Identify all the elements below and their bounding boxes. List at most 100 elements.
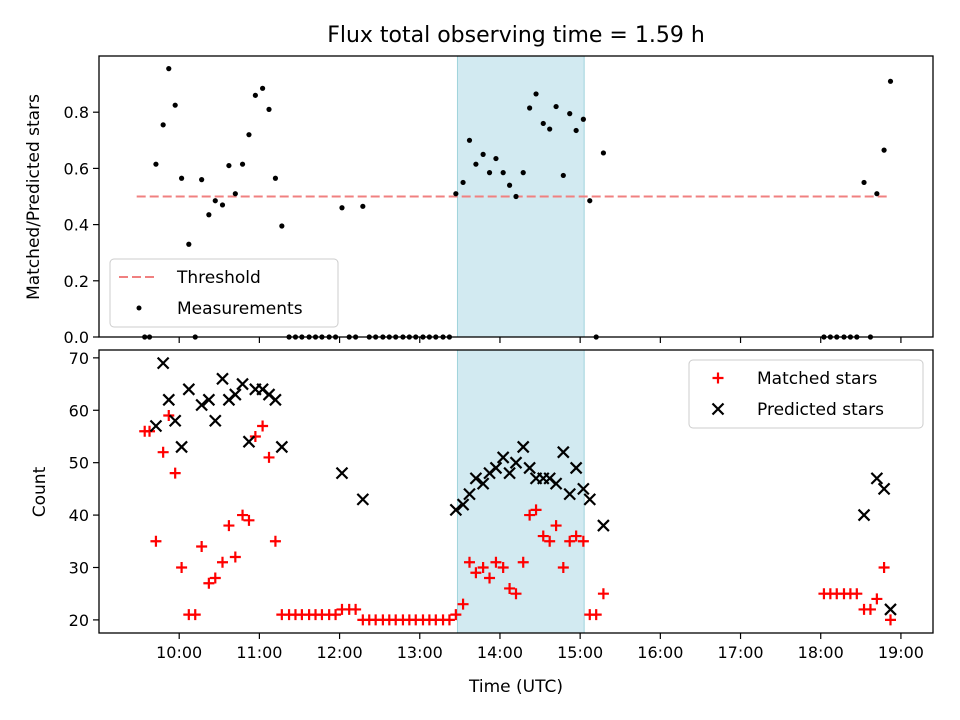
x-axis-label: Time (UTC)	[468, 677, 563, 697]
x-tick-label: 17:00	[717, 643, 763, 662]
predicted-star-point	[209, 414, 222, 428]
measurement-point	[206, 212, 212, 218]
measurement-point	[178, 175, 185, 181]
predicted-star-point	[577, 482, 590, 496]
predicted-star-point	[236, 377, 249, 391]
measurement-point	[573, 127, 579, 134]
predicted-star-point	[356, 493, 370, 506]
measurement-point	[520, 170, 526, 176]
x-tick-label: 12:00	[317, 643, 363, 662]
predicted-stars-series	[149, 356, 897, 616]
legend-matched-label: Matched stars	[757, 369, 877, 389]
legend-measurements-label: Measurements	[177, 299, 303, 319]
predicted-star-point	[149, 419, 163, 433]
predicted-star-point	[583, 493, 597, 506]
measurement-point	[533, 91, 539, 97]
matched-star-point	[530, 504, 542, 516]
x-tick-label: 13:00	[397, 643, 443, 662]
measurement-point	[547, 126, 553, 132]
matched-star-point	[590, 609, 602, 621]
x-tick-label: 18:00	[798, 643, 844, 662]
legend-measurements-swatch	[136, 305, 142, 311]
measurement-point	[587, 198, 593, 204]
matched-star-point	[550, 520, 562, 532]
chart-title: Flux total observing time = 1.59 h	[327, 23, 705, 48]
measurement-point	[186, 241, 192, 247]
measurement-point	[266, 106, 272, 112]
bottom-y-tick-label: 60	[69, 401, 89, 420]
legend-predicted-swatch	[711, 402, 725, 416]
measurement-point	[500, 170, 506, 176]
top-legend: Threshold Measurements	[109, 258, 339, 328]
bottom-y-tick-label: 50	[69, 454, 89, 473]
matched-star-point	[564, 535, 576, 547]
matched-star-point	[864, 603, 876, 615]
matched-star-point	[169, 467, 181, 479]
matched-star-point	[524, 509, 536, 521]
matched-star-point	[189, 609, 201, 621]
measurement-point	[272, 175, 279, 181]
measurement-point	[553, 103, 559, 110]
measurement-point	[172, 102, 178, 108]
matched-star-point	[570, 530, 582, 542]
bottom-x-ticks: 10:00 11:00 12:00 13:00 14:00 15:00 16:00 17:00…	[156, 633, 924, 662]
measurement-point	[874, 191, 880, 197]
matched-star-point	[150, 535, 162, 547]
matched-star-point	[504, 582, 516, 594]
measurement-point	[540, 120, 546, 127]
bottom-y-ticks: 20 30 40 50 60 70	[69, 349, 99, 630]
matched-star-point	[450, 609, 462, 621]
predicted-star-point	[496, 451, 510, 464]
measurement-point	[480, 151, 486, 157]
predicted-star-point	[516, 440, 530, 454]
measurement-point	[466, 137, 473, 143]
predicted-star-point	[503, 466, 516, 480]
matched-star-point	[269, 535, 281, 547]
top-y-tick-label: 0.0	[64, 328, 89, 347]
x-tick-label: 11:00	[236, 643, 282, 662]
bottom-y-tick-label: 70	[69, 349, 89, 368]
x-tick-label: 14:00	[477, 643, 523, 662]
measurement-point	[453, 191, 459, 197]
measurement-point	[460, 179, 466, 186]
matched-star-point	[243, 514, 255, 526]
matched-star-point	[176, 561, 188, 573]
matched-star-point	[878, 561, 890, 573]
matched-star-point	[443, 614, 455, 626]
matched-star-point	[463, 556, 475, 568]
measurement-point	[600, 150, 607, 156]
matched-star-point	[223, 520, 235, 532]
matched-star-point	[237, 509, 249, 521]
measurement-point	[513, 193, 519, 200]
matched-star-point	[557, 561, 569, 573]
predicted-star-point	[476, 477, 490, 490]
legend-x-marker	[711, 402, 725, 416]
predicted-star-point	[870, 472, 884, 485]
predicted-star-point	[168, 414, 182, 428]
measurement-point	[493, 155, 499, 162]
measurement-point	[252, 92, 258, 98]
measurement-point	[339, 205, 345, 211]
measurement-point	[199, 177, 205, 183]
predicted-star-point	[449, 503, 463, 517]
measurement-point	[212, 198, 218, 204]
matched-star-point	[229, 551, 241, 563]
matched-star-point	[257, 420, 269, 432]
predicted-star-point	[557, 445, 570, 459]
matched-star-point	[490, 556, 502, 568]
matched-star-point	[517, 556, 529, 568]
measurement-point	[166, 66, 172, 72]
predicted-star-point	[857, 508, 871, 522]
legend-threshold-label: Threshold	[176, 268, 261, 288]
predicted-star-point	[335, 466, 349, 480]
bottom-y-tick-label: 20	[69, 611, 89, 630]
matched-star-point	[597, 588, 609, 600]
measurement-point	[360, 203, 366, 209]
predicted-star-point	[195, 398, 208, 412]
bottom-y-axis-label: Count	[30, 466, 50, 517]
matched-star-point	[851, 588, 863, 600]
matched-star-point	[477, 561, 489, 573]
predicted-star-point	[549, 477, 563, 490]
predicted-star-point	[275, 440, 289, 454]
